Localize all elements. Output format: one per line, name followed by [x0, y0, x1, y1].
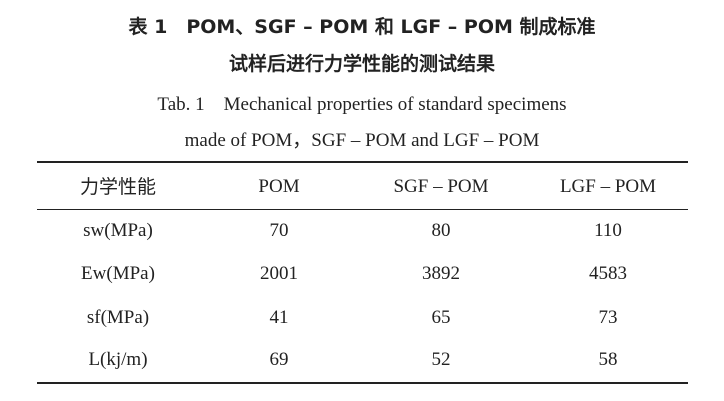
table-cell: 80: [431, 220, 451, 241]
table-cell: 58: [598, 349, 618, 370]
bottom-rule: [37, 382, 688, 384]
row-label: sw(MPa): [83, 220, 153, 241]
table-cell: 3892: [422, 263, 460, 284]
header-rule: [37, 209, 688, 210]
table-cell: 69: [269, 349, 289, 370]
row-label: sf(MPa): [86, 307, 150, 328]
header-cell: SGF – POM: [393, 176, 489, 197]
caption-en: Tab. 1 Mechanical properties of standard…: [157, 94, 567, 115]
table-cell: 41: [269, 307, 289, 328]
caption-en: made of POM，SGF – POM and LGF – POM: [184, 130, 540, 151]
row-label: L(kj/m): [88, 349, 148, 370]
table-cell: 4583: [589, 263, 627, 284]
table-cell: 73: [598, 307, 618, 328]
row-label: Ew(MPa): [81, 263, 155, 284]
table-cell: 110: [594, 220, 622, 241]
header-cell: LGF – POM: [559, 176, 657, 197]
caption-zh: 试样后进行力学性能的测试结果: [228, 53, 495, 75]
table-cell: 65: [431, 307, 451, 328]
header-cell: POM: [258, 176, 300, 197]
table-cell: 52: [431, 349, 451, 370]
header-cell: 力学性能: [79, 176, 156, 198]
caption-zh: 表 1 POM、SGF – POM 和 LGF – POM 制成标准: [128, 16, 596, 38]
top-rule: [37, 161, 688, 163]
table-cell: 2001: [260, 263, 298, 284]
table-cell: 70: [269, 220, 289, 241]
